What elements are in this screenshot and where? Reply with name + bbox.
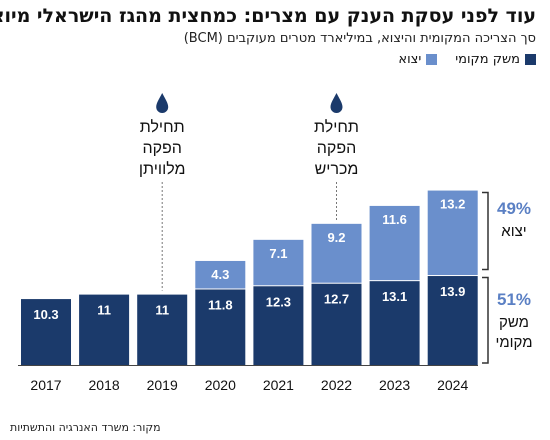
x-tick-label-2020: 2020 [205, 377, 236, 393]
bar-domestic-2023 [369, 281, 420, 365]
legend-item-domestic: משק מקומי [455, 52, 536, 67]
annotation-2019-line-3: מלוויתן [139, 160, 186, 178]
source-note: מקור: משרד האנרגיה והתשתיות [10, 421, 161, 434]
data-label-export-2024: 13.2 [440, 197, 465, 212]
legend-label-domestic: משק מקומי [455, 52, 520, 67]
share-label-domestic-line-2: מקומי [495, 334, 532, 351]
x-tick-label-2021: 2021 [263, 377, 294, 393]
bar-export-2021 [253, 239, 304, 286]
bar-domestic-2021 [253, 286, 304, 365]
bar-domestic-2022 [311, 283, 362, 365]
bracket-export [482, 191, 489, 271]
share-pct-domestic: 51% [497, 290, 531, 309]
bar-domestic-2020 [195, 289, 246, 365]
data-label-export-2023: 11.6 [382, 212, 407, 227]
bar-export-2020 [195, 260, 246, 289]
x-tick-label-2022: 2022 [321, 377, 352, 393]
bar-domestic-2017 [21, 299, 71, 365]
bar-domestic-2019 [137, 294, 188, 365]
data-label-domestic-2020: 11.8 [208, 297, 233, 312]
annotation-2022-line-3: מכריש [315, 161, 359, 178]
bar-export-2022 [311, 223, 362, 283]
data-label-domestic-2021: 12.3 [266, 294, 291, 309]
data-label-export-2021: 7.1 [269, 246, 287, 261]
data-label-export-2020: 4.3 [211, 267, 229, 282]
x-tick-label-2019: 2019 [147, 377, 178, 393]
data-label-domestic-2017: 10.3 [33, 307, 58, 322]
data-label-domestic-2022: 12.7 [324, 292, 349, 307]
annotation-2022-line-1: תחילת [314, 118, 359, 136]
x-tick-label-2024: 2024 [437, 377, 468, 393]
data-label-domestic-2018: 11 [97, 303, 111, 318]
bar-domestic-2018 [79, 294, 130, 365]
data-label-domestic-2024: 13.9 [440, 284, 465, 299]
chart-subtitle: סך הצריכה המקומית והיצוא, במיליארד מטרים… [183, 31, 536, 46]
drop-icon [156, 93, 169, 113]
data-label-domestic-2023: 13.1 [382, 289, 407, 304]
data-label-domestic-2019: 11 [155, 303, 169, 318]
x-tick-label-2017: 2017 [30, 377, 61, 393]
legend-label-export: יצוא [398, 52, 422, 67]
share-pct-export: 49% [497, 199, 531, 218]
x-tick-label-2018: 2018 [89, 377, 120, 393]
legend-item-export: יצוא [398, 52, 438, 67]
bar-export-2023 [369, 205, 420, 281]
x-tick-label-2023: 2023 [379, 377, 410, 393]
annotation-2022-line-2: הפקה [317, 140, 356, 157]
bracket-domestic [482, 276, 489, 364]
annotation-2019-line-1: תחילת [140, 118, 185, 136]
bar-export-2024 [427, 190, 478, 276]
chart-title: עוד לפני עסקת הענק עם מצרים: כמחצית מהגז… [0, 5, 536, 27]
share-label-export: יצוא [501, 223, 526, 240]
legend: משק מקומי יצוא [386, 52, 536, 67]
legend-swatch-export [426, 54, 438, 65]
annotation-2019-line-2: הפקה [142, 140, 181, 157]
bar-domestic-2024 [427, 276, 478, 365]
data-label-export-2022: 9.2 [327, 230, 345, 245]
share-label-domestic-line-1: משק [499, 314, 529, 331]
legend-swatch-domestic [525, 54, 536, 65]
drop-icon [330, 93, 343, 113]
